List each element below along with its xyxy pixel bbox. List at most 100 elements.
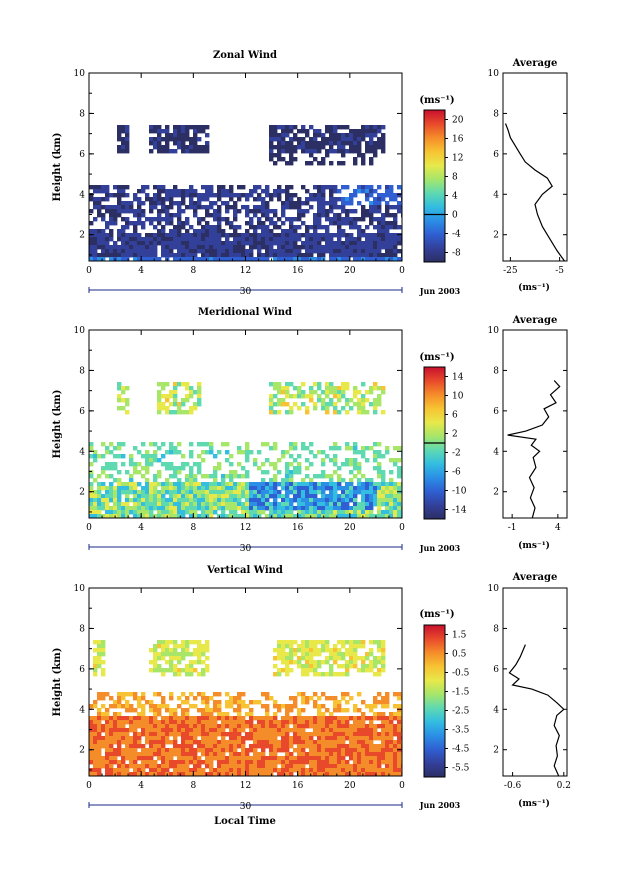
y-tick-label: 6 xyxy=(79,407,85,417)
x-tick-label: 20 xyxy=(344,266,356,276)
x-tick-label: 12 xyxy=(240,523,251,533)
colorbar: -8 -4 0 4 8 12 16 20 xyxy=(423,109,464,263)
colorbar-tick-label: 0 xyxy=(452,211,458,221)
y-tick-label: 8 xyxy=(79,109,85,119)
colorbar-tick-label: -5.5 xyxy=(452,764,470,774)
day-marker: 30 xyxy=(88,287,403,297)
average-x-label: (ms⁻¹) xyxy=(518,798,550,809)
panel-title: Vertical Wind xyxy=(206,565,283,576)
day-label: 30 xyxy=(240,287,252,297)
y-tick-label: 2 xyxy=(79,231,85,241)
y-tick-label: 6 xyxy=(79,150,85,160)
average-profile: -1 4 2 4 6 8 10 xyxy=(488,326,567,533)
avg-x-tick-label: -5 xyxy=(555,266,564,276)
date-label: Jun 2003 xyxy=(419,286,461,296)
colorbar-tick-label: 8 xyxy=(452,173,458,183)
colorbar-tick-label: 6 xyxy=(452,411,458,421)
day-label: 30 xyxy=(240,802,252,812)
colorbar-tick-label: 20 xyxy=(452,116,464,126)
colorbar-tick-label: -6 xyxy=(452,468,461,478)
x-tick-label: 4 xyxy=(138,523,144,533)
colorbar-tick-label: 0.5 xyxy=(452,650,467,660)
x-tick-label: 8 xyxy=(190,781,196,791)
avg-y-tick-label: 2 xyxy=(493,231,499,241)
avg-y-tick-label: 4 xyxy=(493,447,499,457)
panel-meridional-wind: Meridional Wind 0 4 8 12 16 20 0 2 4 6 8 10 Height … xyxy=(52,307,568,554)
average-title: Average xyxy=(512,58,558,69)
avg-y-tick-label: 6 xyxy=(493,150,499,160)
avg-x-tick-label: 4 xyxy=(555,523,561,533)
x-tick-label: 4 xyxy=(138,266,144,276)
heatmap-field xyxy=(89,382,402,518)
x-tick-label: 4 xyxy=(138,781,144,791)
colorbar-tick-label: 12 xyxy=(452,154,463,164)
colorbar-tick-label: -2 xyxy=(452,449,461,459)
colorbar-tick-label: 1.5 xyxy=(452,631,467,641)
avg-y-tick-label: 10 xyxy=(488,584,500,594)
x-tick-label: 20 xyxy=(344,523,356,533)
heatmap-field xyxy=(89,125,402,261)
avg-y-tick-label: 4 xyxy=(493,705,499,715)
colorbar-tick-label: -4 xyxy=(452,230,461,240)
y-tick-label: 4 xyxy=(79,705,85,715)
avg-y-tick-label: 2 xyxy=(493,488,499,498)
avg-y-tick-label: 10 xyxy=(488,69,500,79)
colorbar-gradient xyxy=(423,624,446,778)
y-axis-label: Height (km) xyxy=(52,390,63,459)
y-tick-label: 2 xyxy=(79,488,85,498)
colorbar-tick-label: 10 xyxy=(452,392,464,402)
panel-title: Meridional Wind xyxy=(198,307,292,318)
colorbar: -14 -10 -6 -2 2 6 10 14 xyxy=(423,366,467,520)
day-marker: 30 xyxy=(88,802,403,812)
x-tick-label: 0 xyxy=(399,523,405,533)
colorbar-units: (ms⁻¹) xyxy=(419,609,454,620)
colorbar-tick-label: 4 xyxy=(452,192,458,202)
x-tick-label: 16 xyxy=(292,266,304,276)
avg-y-tick-label: 8 xyxy=(493,624,499,634)
y-tick-label: 10 xyxy=(74,326,86,336)
avg-y-tick-label: 10 xyxy=(488,326,500,336)
y-axis-label: Height (km) xyxy=(52,133,63,202)
avg-x-tick-label: 0.2 xyxy=(557,781,571,791)
average-x-label: (ms⁻¹) xyxy=(518,540,550,551)
profile-line xyxy=(508,644,565,777)
avg-y-tick-label: 8 xyxy=(493,109,499,119)
colorbar-tick-label: 16 xyxy=(452,135,464,145)
heatmap-field xyxy=(89,640,402,776)
y-tick-label: 6 xyxy=(79,665,85,675)
colorbar-tick-label: -2.5 xyxy=(452,707,470,717)
axes: 0 4 8 12 16 20 0 2 4 6 8 10 xyxy=(74,584,406,791)
colorbar-tick-label: -3.5 xyxy=(452,726,470,736)
y-tick-label: 8 xyxy=(79,366,85,376)
x-tick-label: 16 xyxy=(292,523,304,533)
colorbar-tick-label: -1.5 xyxy=(452,688,470,698)
y-tick-label: 4 xyxy=(79,447,85,457)
colorbar-tick-label: 14 xyxy=(452,373,464,383)
average-frame xyxy=(502,587,568,777)
y-tick-label: 4 xyxy=(79,190,85,200)
avg-y-tick-label: 4 xyxy=(493,190,499,200)
x-tick-label: 16 xyxy=(292,781,304,791)
x-tick-label: 0 xyxy=(399,781,405,791)
colorbar-tick-label: 2 xyxy=(452,430,458,440)
x-tick-label: 0 xyxy=(86,523,92,533)
day-label: 30 xyxy=(240,544,252,554)
colorbar-tick-label: -4.5 xyxy=(452,745,470,755)
avg-y-tick-label: 6 xyxy=(493,665,499,675)
y-tick-label: 8 xyxy=(79,624,85,634)
avg-x-tick-label: -25 xyxy=(503,266,518,276)
avg-y-tick-label: 2 xyxy=(493,746,499,756)
x-tick-label: 8 xyxy=(190,523,196,533)
profile-line xyxy=(504,123,565,262)
colorbar-gradient xyxy=(423,109,446,263)
average-frame xyxy=(502,72,568,262)
average-profile: -0.6 0.2 2 4 6 8 10 xyxy=(488,584,571,791)
avg-x-tick-label: -0.6 xyxy=(504,781,522,791)
day-marker: 30 xyxy=(88,544,403,554)
colorbar: -5.5 -4.5 -3.5 -2.5 -1.5 -0.5 0.5 1.5 xyxy=(423,624,470,778)
x-axis-label: Local Time xyxy=(214,816,276,827)
colorbar-units: (ms⁻¹) xyxy=(419,352,454,363)
colorbar-tick-label: -10 xyxy=(452,487,467,497)
x-tick-label: 0 xyxy=(399,266,405,276)
